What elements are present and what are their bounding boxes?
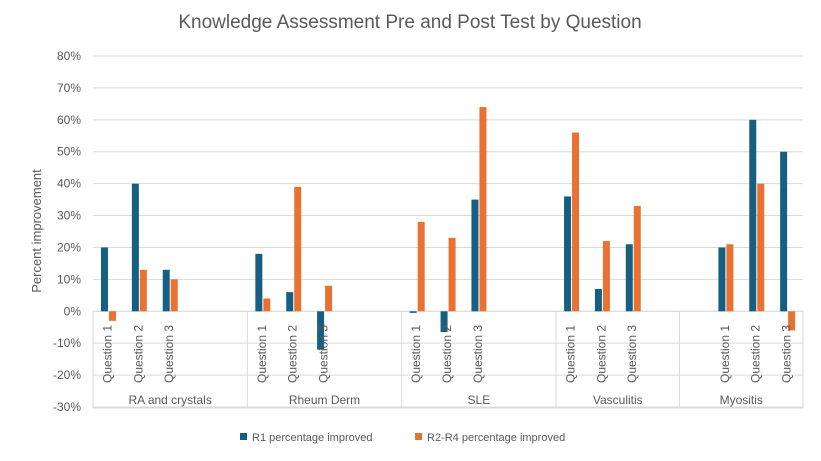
bar-r2-r4: [602, 241, 610, 312]
group-label: SLE: [468, 393, 491, 407]
bar-r1: [594, 288, 602, 312]
y-tick-label: -20%: [53, 368, 81, 382]
bar-r2-r4: [572, 132, 580, 312]
bar-r2-r4: [448, 237, 456, 312]
y-tick-label: 70%: [57, 81, 81, 95]
bar-r1: [286, 292, 294, 312]
legend-swatch: [240, 433, 247, 440]
category-label: Question 2: [594, 325, 608, 383]
bar-r1: [471, 199, 479, 312]
bar-r1: [255, 253, 263, 312]
gridlines: [93, 55, 803, 408]
bar-r1: [749, 119, 757, 312]
y-tick-label: -10%: [53, 336, 81, 350]
group-label: Rheum Derm: [289, 393, 360, 407]
chart-title: Knowledge Assessment Pre and Post Test b…: [178, 12, 641, 33]
bar-r2-r4: [170, 279, 178, 312]
category-label: Question 3: [162, 325, 176, 383]
y-tick-label: 40%: [57, 177, 81, 191]
bar-r2-r4: [479, 107, 487, 312]
bar-r2-r4: [757, 183, 765, 312]
x-axis-labels: RA and crystals Question 1 Question 2 Quest…: [100, 325, 793, 407]
category-label: Question 1: [100, 325, 114, 383]
bar-r1: [409, 311, 417, 313]
bar-r1: [718, 247, 726, 312]
bar-r1: [625, 244, 633, 312]
category-label: Question 2: [440, 325, 454, 383]
legend-label: R2-R4 percentage improved: [427, 432, 565, 444]
category-label: Question 1: [409, 325, 423, 383]
bar-r2-r4: [263, 298, 271, 312]
bar-r1: [780, 151, 788, 312]
bar-r1: [131, 183, 139, 312]
bar-r2-r4: [633, 205, 641, 312]
bar-r2-r4: [325, 285, 333, 312]
bar-r2-r4: [139, 269, 147, 312]
bar-r1: [162, 269, 170, 312]
bar-r1: [101, 247, 108, 312]
bar-r2-r4: [726, 244, 734, 312]
category-label: Question 2: [286, 325, 300, 383]
category-label: Question 3: [471, 325, 485, 383]
y-tick-label: 30%: [57, 209, 81, 223]
bar-r2-r4: [109, 311, 116, 321]
y-tick-label: 60%: [57, 113, 81, 127]
category-label: Question 1: [255, 325, 269, 383]
category-axis: [92, 310, 804, 409]
bar-r1: [317, 311, 325, 350]
bar-r2-r4: [294, 186, 302, 312]
group-label: Myositis: [720, 393, 763, 407]
category-label: Question 3: [625, 325, 639, 383]
bar-r1: [564, 196, 572, 312]
legend: R1 percentage improved R2-R4 percentage i…: [240, 432, 565, 444]
category-label: Question 2: [749, 325, 763, 383]
group-label: RA and crystals: [128, 393, 211, 407]
y-tick-label: 80%: [57, 49, 81, 63]
category-label: Question 3: [317, 325, 331, 383]
bar-r2-r4: [417, 221, 425, 312]
legend-swatch: [415, 433, 422, 440]
legend-label: R1 percentage improved: [252, 432, 372, 444]
y-axis-title: Percent improvement: [29, 169, 44, 293]
bar-r2-r4: [788, 311, 796, 331]
y-tick-label: 50%: [57, 145, 81, 159]
y-tick-label: -30%: [53, 400, 81, 414]
y-tick-label: 10%: [57, 272, 81, 286]
category-label: Question 1: [718, 325, 732, 383]
group-label: Vasculitis: [593, 393, 643, 407]
y-tick-label: 20%: [57, 240, 81, 254]
y-axis-ticks: -30% -20% -10% 0% 10% 20% 30% 40% 50% 60% 70% 80%: [53, 49, 81, 414]
bar-r1: [440, 311, 448, 333]
category-label: Question 2: [131, 325, 145, 383]
category-label: Question 1: [563, 325, 577, 383]
bars: [101, 107, 796, 350]
category-label: Question 3: [780, 325, 794, 383]
y-tick-label: 0%: [64, 304, 82, 318]
